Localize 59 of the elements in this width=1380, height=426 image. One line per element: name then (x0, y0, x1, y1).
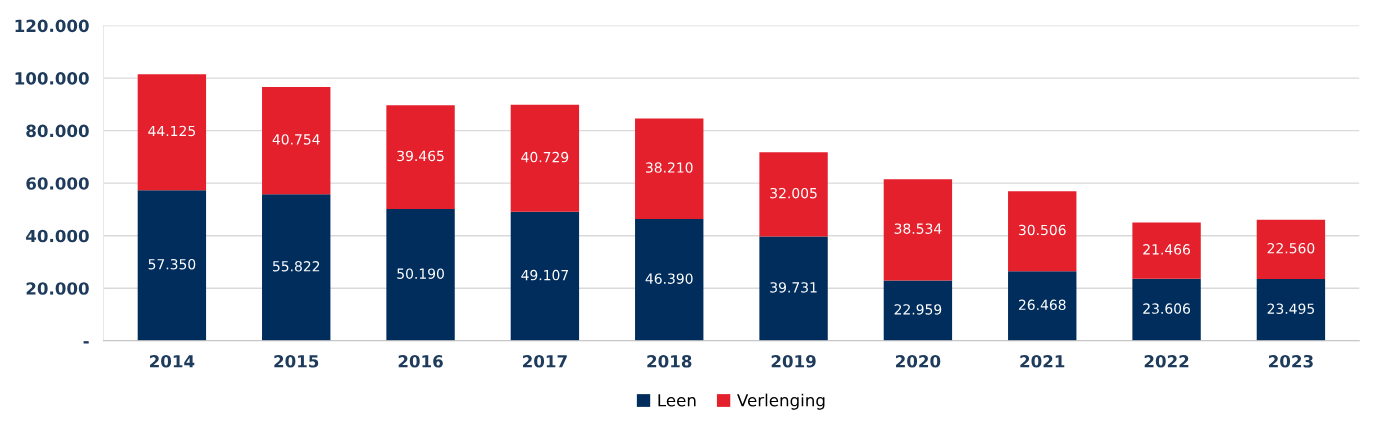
data-label: 50.190 (397, 268, 444, 279)
bar (386, 105, 455, 209)
bar (1132, 222, 1201, 279)
data-label: 32.005 (770, 187, 817, 199)
data-label: 38.534 (894, 223, 942, 234)
data-label: 40.729 (521, 151, 569, 163)
y-tick-label: 80.000 (26, 124, 89, 138)
bar (1256, 219, 1326, 280)
bar (137, 190, 207, 341)
bar (1008, 191, 1077, 272)
bar (883, 280, 953, 341)
y-tick-label: 20.000 (26, 282, 89, 295)
x-tick-label: 2014 (150, 354, 195, 368)
data-label: 46.390 (645, 273, 693, 284)
data-label: 40.754 (272, 134, 320, 145)
data-label: 44.125 (148, 125, 195, 137)
bar (137, 74, 207, 191)
bar (510, 211, 580, 341)
y-tick-label: 120.000 (15, 19, 89, 33)
data-label: 26.468 (1018, 299, 1066, 311)
data-label: 55.822 (272, 261, 320, 272)
data-label: 39.465 (397, 150, 444, 162)
bar (1132, 278, 1201, 341)
y-tick-label: 100.000 (15, 72, 89, 85)
bar (1008, 271, 1077, 341)
x-tick-label: 2021 (1020, 354, 1065, 368)
data-label: 23.606 (1143, 303, 1190, 314)
legend-label: Leen (658, 394, 696, 407)
bar (1256, 279, 1326, 341)
x-tick-label: 2018 (647, 354, 692, 368)
y-tick-label: 40.000 (26, 229, 89, 243)
legend-label: Verlenging (737, 393, 825, 410)
bar (635, 118, 704, 219)
x-tick-label: 2023 (1269, 354, 1313, 368)
bar (635, 218, 704, 341)
x-tick-label: 2022 (1144, 354, 1189, 368)
x-tick-label: 2019 (771, 354, 816, 368)
y-tick-label: - (83, 341, 89, 344)
bar (510, 104, 580, 212)
bar (883, 179, 953, 281)
bar (759, 236, 828, 341)
bar (759, 152, 828, 237)
data-label: 22.959 (894, 304, 942, 315)
bar (262, 194, 331, 341)
data-label: 22.560 (1267, 242, 1315, 254)
x-tick-label: 2017 (523, 354, 567, 368)
y-tick-label: 60.000 (26, 177, 89, 190)
data-label: 49.107 (521, 269, 569, 281)
x-tick-label: 2020 (896, 354, 941, 368)
bar (386, 208, 455, 341)
data-label: 57.350 (148, 259, 196, 270)
x-tick-label: 2016 (398, 354, 443, 368)
data-label: 23.495 (1267, 303, 1314, 314)
data-label: 38.210 (645, 162, 693, 173)
bar (262, 87, 331, 195)
data-label: 30.506 (1019, 224, 1066, 236)
data-label: 21.466 (1143, 244, 1190, 255)
data-label: 39.731 (770, 282, 817, 293)
x-tick-label: 2015 (274, 354, 319, 368)
